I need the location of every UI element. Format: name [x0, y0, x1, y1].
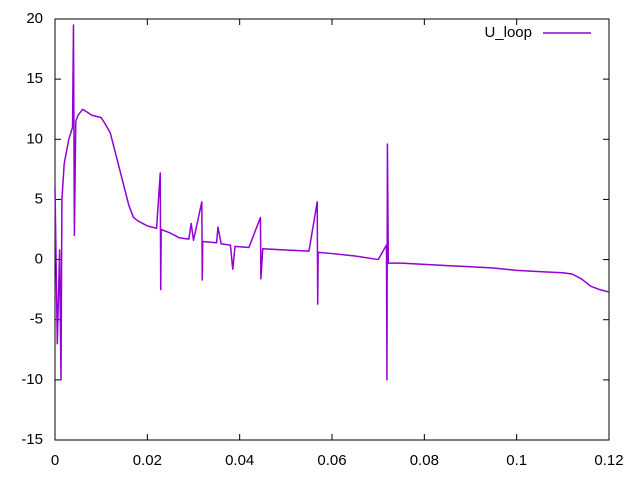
y-tick-label: 15: [26, 70, 43, 87]
y-tick-label: 20: [26, 10, 43, 27]
legend-label: U_loop: [484, 24, 532, 41]
y-tick-label: 10: [26, 130, 43, 147]
x-tick-label: 0.02: [133, 452, 162, 469]
y-tick-label: 5: [35, 190, 43, 207]
x-tick-label: 0.12: [594, 452, 623, 469]
y-tick-label: -15: [21, 431, 43, 448]
y-tick-label: -10: [21, 371, 43, 388]
y-tick-label: 0: [35, 251, 43, 268]
y-tick-label: -5: [30, 311, 43, 328]
data-line: [54, 24, 610, 381]
x-tick-label: 0.1: [506, 452, 527, 469]
x-tick-label: 0.06: [317, 452, 346, 469]
x-tick-label: 0.04: [225, 452, 254, 469]
x-tick-label: 0.08: [410, 452, 439, 469]
plot-frame: [54, 18, 610, 441]
x-tick-label: 0: [51, 452, 59, 469]
